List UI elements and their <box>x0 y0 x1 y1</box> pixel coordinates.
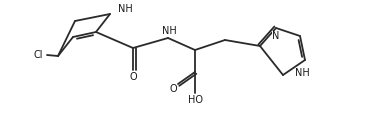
Text: O: O <box>129 72 137 82</box>
Text: O: O <box>169 84 177 94</box>
Text: NH: NH <box>162 26 176 36</box>
Text: NH: NH <box>295 68 310 78</box>
Text: Cl: Cl <box>33 50 43 60</box>
Text: N: N <box>272 31 280 41</box>
Text: NH: NH <box>118 4 133 14</box>
Text: HO: HO <box>187 95 203 105</box>
